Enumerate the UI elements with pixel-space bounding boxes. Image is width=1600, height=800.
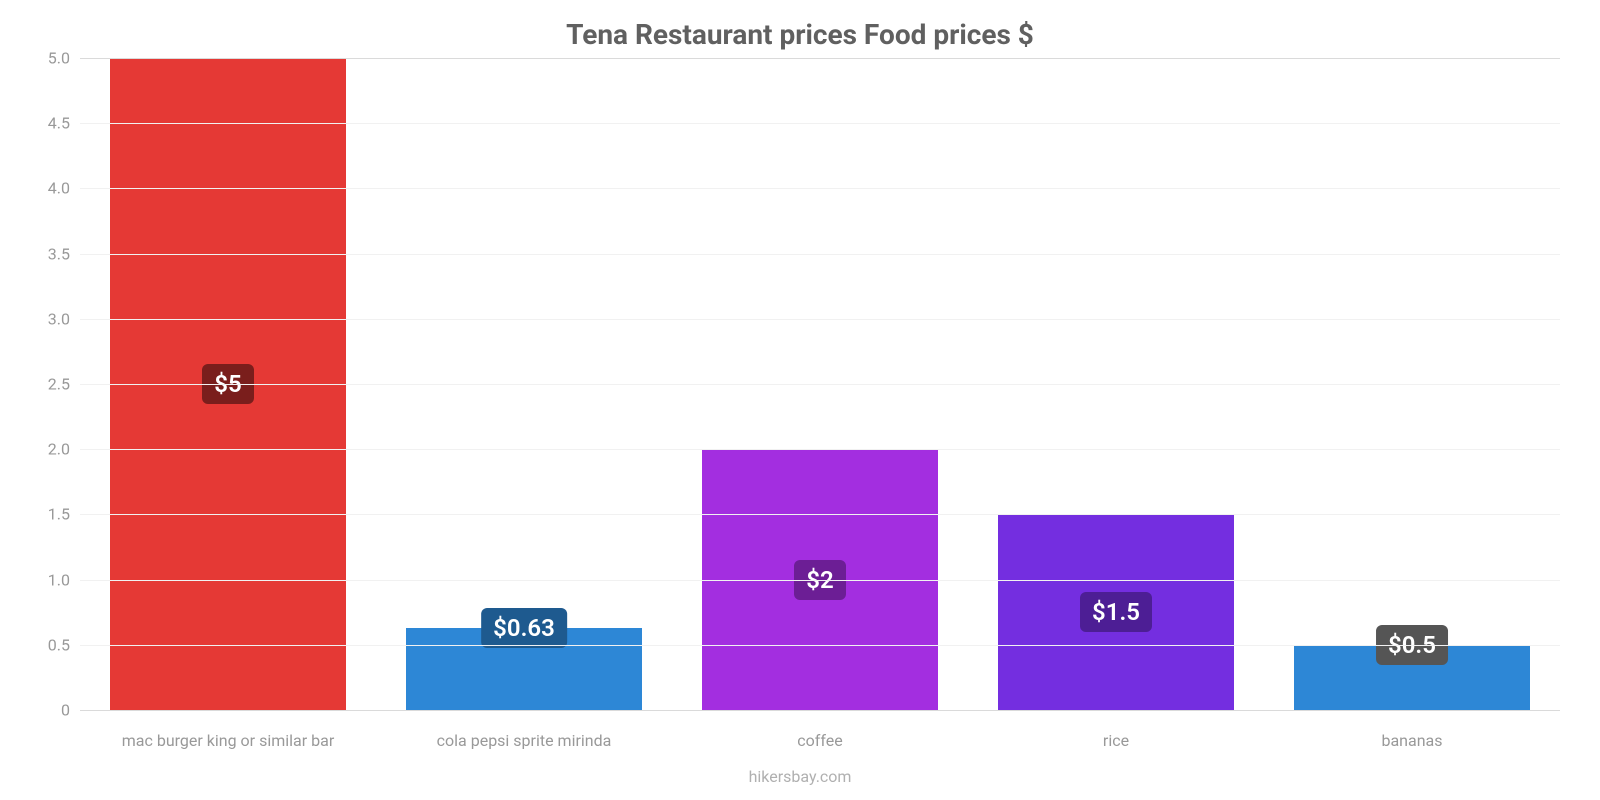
gridline: 5.0 [80,58,1560,59]
y-tick-label: 0 [61,701,80,720]
x-tick-label: coffee [672,731,968,750]
gridline: 3.5 [80,254,1560,255]
bar: $0.5 [1294,645,1531,710]
plot-area: $5$0.63$2$1.5$0.5 00.51.01.52.02.53.03.5… [80,58,1560,710]
y-tick-label: 1.0 [48,570,80,589]
y-tick-label: 3.5 [48,244,80,263]
y-tick-label: 2.5 [48,375,80,394]
gridline: 1.5 [80,514,1560,515]
bar: $1.5 [998,514,1235,710]
x-tick-label: mac burger king or similar bar [80,731,376,750]
value-badge: $0.63 [481,608,567,648]
gridline: 4.5 [80,123,1560,124]
x-axis-labels: mac burger king or similar barcola pepsi… [80,731,1560,750]
gridline: 2.5 [80,384,1560,385]
value-badge: $1.5 [1080,592,1152,632]
y-tick-label: 4.0 [48,179,80,198]
x-tick-label: bananas [1264,731,1560,750]
y-tick-label: 0.5 [48,635,80,654]
gridline: 0 [80,710,1560,711]
gridline: 3.0 [80,319,1560,320]
chart-title: Tena Restaurant prices Food prices $ [0,0,1600,58]
y-tick-label: 5.0 [48,49,80,68]
y-tick-label: 3.0 [48,309,80,328]
chart-footer: hikersbay.com [0,767,1600,786]
y-tick-label: 4.5 [48,114,80,133]
x-tick-label: rice [968,731,1264,750]
gridline: 0.5 [80,645,1560,646]
gridline: 2.0 [80,449,1560,450]
gridline: 4.0 [80,188,1560,189]
y-tick-label: 1.5 [48,505,80,524]
y-tick-label: 2.0 [48,440,80,459]
gridline: 1.0 [80,580,1560,581]
x-tick-label: cola pepsi sprite mirinda [376,731,672,750]
chart-container: Tena Restaurant prices Food prices $ $5$… [0,0,1600,800]
bar: $0.63 [406,628,643,710]
